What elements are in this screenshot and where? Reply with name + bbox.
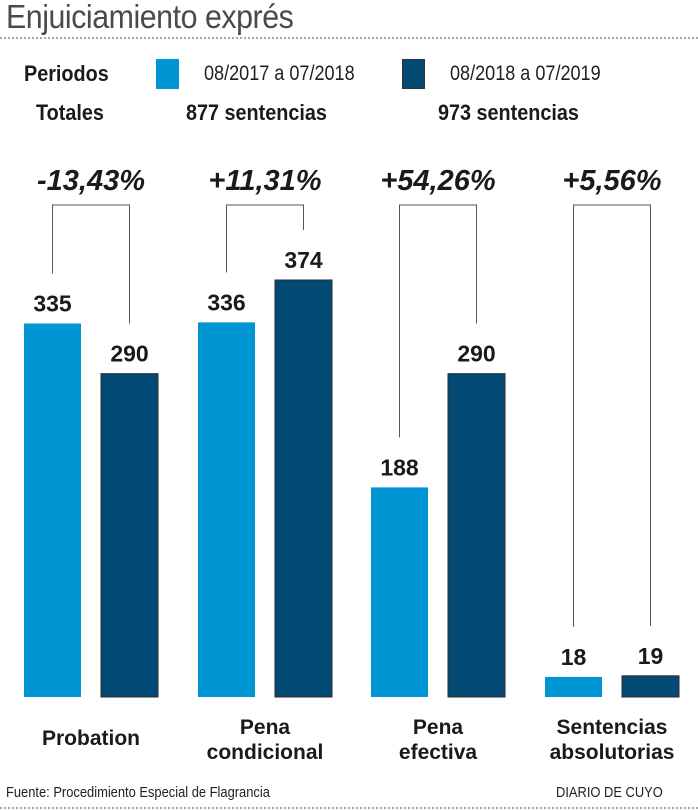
source-note: Fuente: Procedimiento Especial de Flagra… <box>6 784 270 801</box>
category-label-3-line-1: Pena <box>413 716 464 739</box>
bar-3-series-1 <box>371 487 428 697</box>
category-label-4-line-1: Sentencias <box>557 716 668 739</box>
totals-label: Totales <box>36 100 104 125</box>
change-bracket-2 <box>226 204 304 273</box>
bar-4-series-2 <box>621 675 680 698</box>
category-label-3-line-2: efectiva <box>399 741 478 764</box>
change-label-4: +5,56% <box>562 165 661 197</box>
category-label-2-line-1: Pena <box>240 716 291 739</box>
total-series-2: 973 sentencias <box>438 100 579 125</box>
bar-1-series-2 <box>100 373 159 698</box>
category-label-4-line-2: absolutorias <box>550 741 675 764</box>
legend-swatch-1 <box>156 59 179 89</box>
legend-label: Periodos <box>24 61 109 86</box>
change-bracket-3 <box>399 204 477 438</box>
legend-entry-2: 08/2018 a 07/2019 <box>450 62 601 85</box>
bar-2-series-1 <box>198 322 255 697</box>
top-divider <box>0 37 698 39</box>
value-label-1-series-1: 335 <box>33 290 72 316</box>
bar-4-series-1 <box>545 676 602 697</box>
total-series-1: 877 sentencias <box>186 100 327 125</box>
value-label-3-series-2: 290 <box>457 341 495 367</box>
category-label-2-line-2: condicional <box>207 741 324 764</box>
category-label-1: Probation <box>42 727 140 750</box>
bar-3-series-2 <box>447 373 506 698</box>
legend-swatch-2 <box>402 59 425 89</box>
chart-title: Enjuiciamiento exprés <box>6 0 294 35</box>
bottom-divider <box>0 807 698 809</box>
change-bracket-4 <box>573 204 651 627</box>
credit-note: DIARIO DE CUYO <box>556 784 663 801</box>
bar-2-series-2 <box>274 279 333 698</box>
value-label-4-series-1: 18 <box>561 644 587 670</box>
change-bracket-1 <box>52 204 130 324</box>
value-label-1-series-2: 290 <box>110 341 148 367</box>
change-label-2: +11,31% <box>208 165 321 197</box>
legend-entry-1: 08/2017 a 07/2018 <box>204 62 355 85</box>
value-label-4-series-2: 19 <box>638 643 664 669</box>
value-label-2-series-2: 374 <box>284 247 323 273</box>
change-label-3: +54,26% <box>380 165 495 197</box>
value-label-3-series-1: 188 <box>380 454 419 480</box>
change-label-1: -13,43% <box>37 165 145 197</box>
value-label-2-series-1: 336 <box>207 289 245 315</box>
bar-1-series-1 <box>24 323 81 697</box>
